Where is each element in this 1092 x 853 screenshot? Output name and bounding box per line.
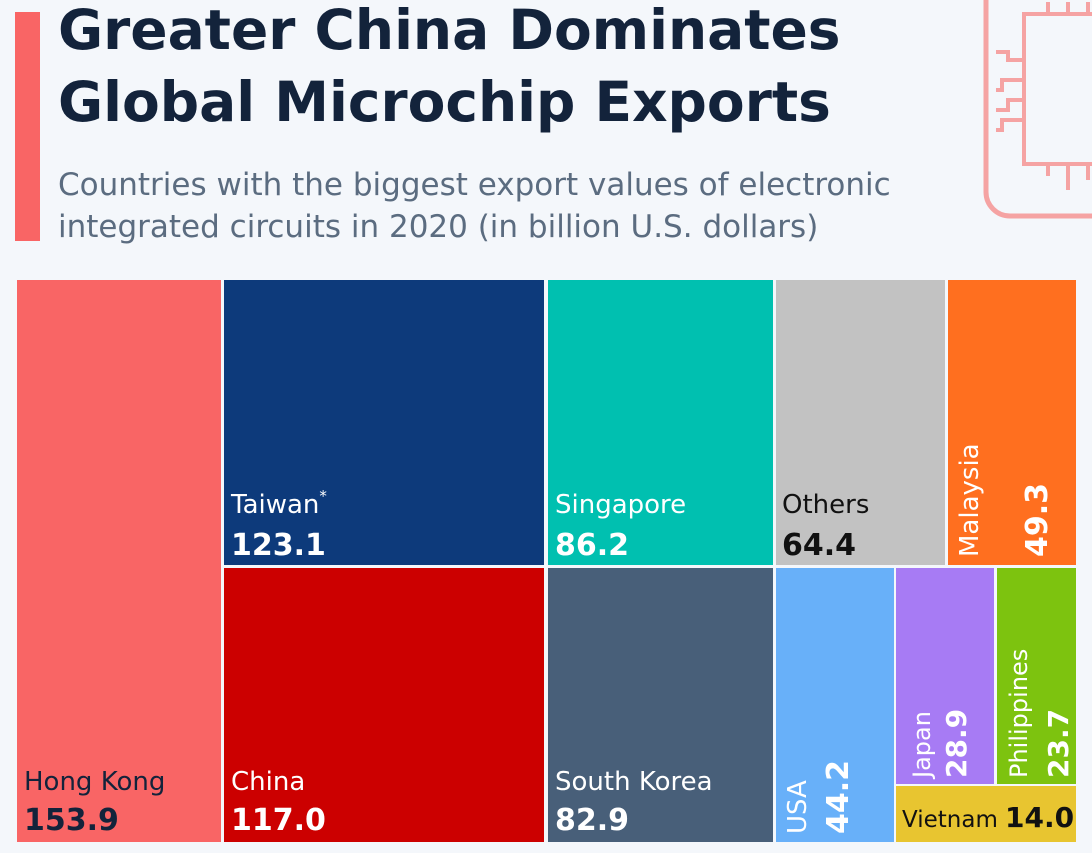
accent-bar — [15, 12, 40, 241]
tile-rect-china — [224, 568, 544, 842]
tile-label-usa: USA — [783, 780, 813, 834]
tile-rect-malaysia — [948, 280, 1076, 565]
tile-value-vietnam: 14.0 — [1005, 801, 1074, 834]
tile-value-singapore: 86.2 — [555, 528, 629, 563]
subtitle-line-2: integrated circuits in 2020 (in billion … — [58, 209, 819, 245]
tile-value-others: 64.4 — [782, 528, 856, 563]
tile-value-malaysia: 49.3 — [1020, 483, 1055, 557]
tile-value-china: 117.0 — [231, 803, 326, 838]
tile-label-malaysia: Malaysia — [955, 443, 985, 557]
tile-label-philippines: Philippines — [1005, 649, 1033, 778]
tile-label-hong-kong: Hong Kong — [24, 767, 165, 797]
tile-value-japan: 28.9 — [940, 709, 973, 778]
tile-value-philippines: 23.7 — [1042, 709, 1075, 778]
tile-label-japan: Japan — [908, 711, 936, 780]
chart-title: Greater China Dominates Global Microchip… — [58, 0, 958, 138]
tile-rect-south-korea — [548, 568, 773, 842]
tile-rect-singapore — [548, 280, 773, 565]
tile-rect-japan — [896, 568, 994, 784]
tile-value-usa: 44.2 — [821, 760, 856, 834]
tile-rect-vietnam — [896, 786, 1076, 842]
tile-singapore: Singapore 86.2 — [548, 280, 773, 565]
tile-value-south-korea: 82.9 — [555, 803, 629, 838]
tile-taiwan: Taiwan* 123.1 — [224, 280, 544, 565]
tile-value-hong-kong: 153.9 — [24, 803, 119, 838]
tile-hong-kong: Hong Kong 153.9 — [17, 280, 221, 842]
title-line-1: Greater China Dominates — [58, 0, 841, 62]
title-line-2: Global Microchip Exports — [58, 70, 831, 134]
tile-label-vietnam: Vietnam — [902, 807, 998, 833]
tile-label-taiwan: Taiwan* — [230, 487, 327, 520]
tile-usa: USA 44.2 — [776, 568, 894, 842]
tile-label-china: China — [231, 767, 305, 797]
tile-value-taiwan: 123.1 — [231, 528, 326, 563]
tile-label-south-korea: South Korea — [555, 767, 713, 797]
tile-rect-taiwan — [224, 280, 544, 565]
subtitle-line-1: Countries with the biggest export values… — [58, 167, 891, 203]
tile-philippines: Philippines 23.7 — [997, 568, 1076, 784]
tile-rect-usa — [776, 568, 894, 842]
tile-rect-philippines — [997, 568, 1076, 784]
microchip-icon — [983, 0, 1092, 219]
tile-vietnam: Vietnam 14.0 — [896, 786, 1076, 842]
chart-subtitle: Countries with the biggest export values… — [58, 164, 998, 248]
tile-china: China 117.0 — [224, 568, 544, 842]
tile-malaysia: Malaysia 49.3 — [948, 280, 1076, 565]
tile-rect-hong-kong — [17, 280, 221, 842]
footnote-mark: * — [319, 487, 327, 505]
tile-rect-others — [776, 280, 945, 565]
tile-south-korea: South Korea 82.9 — [548, 568, 773, 842]
tile-label-others: Others — [782, 490, 869, 520]
tile-others: Others 64.4 — [776, 280, 945, 565]
tile-japan: Japan 28.9 — [896, 568, 994, 784]
tile-label-singapore: Singapore — [555, 490, 686, 520]
